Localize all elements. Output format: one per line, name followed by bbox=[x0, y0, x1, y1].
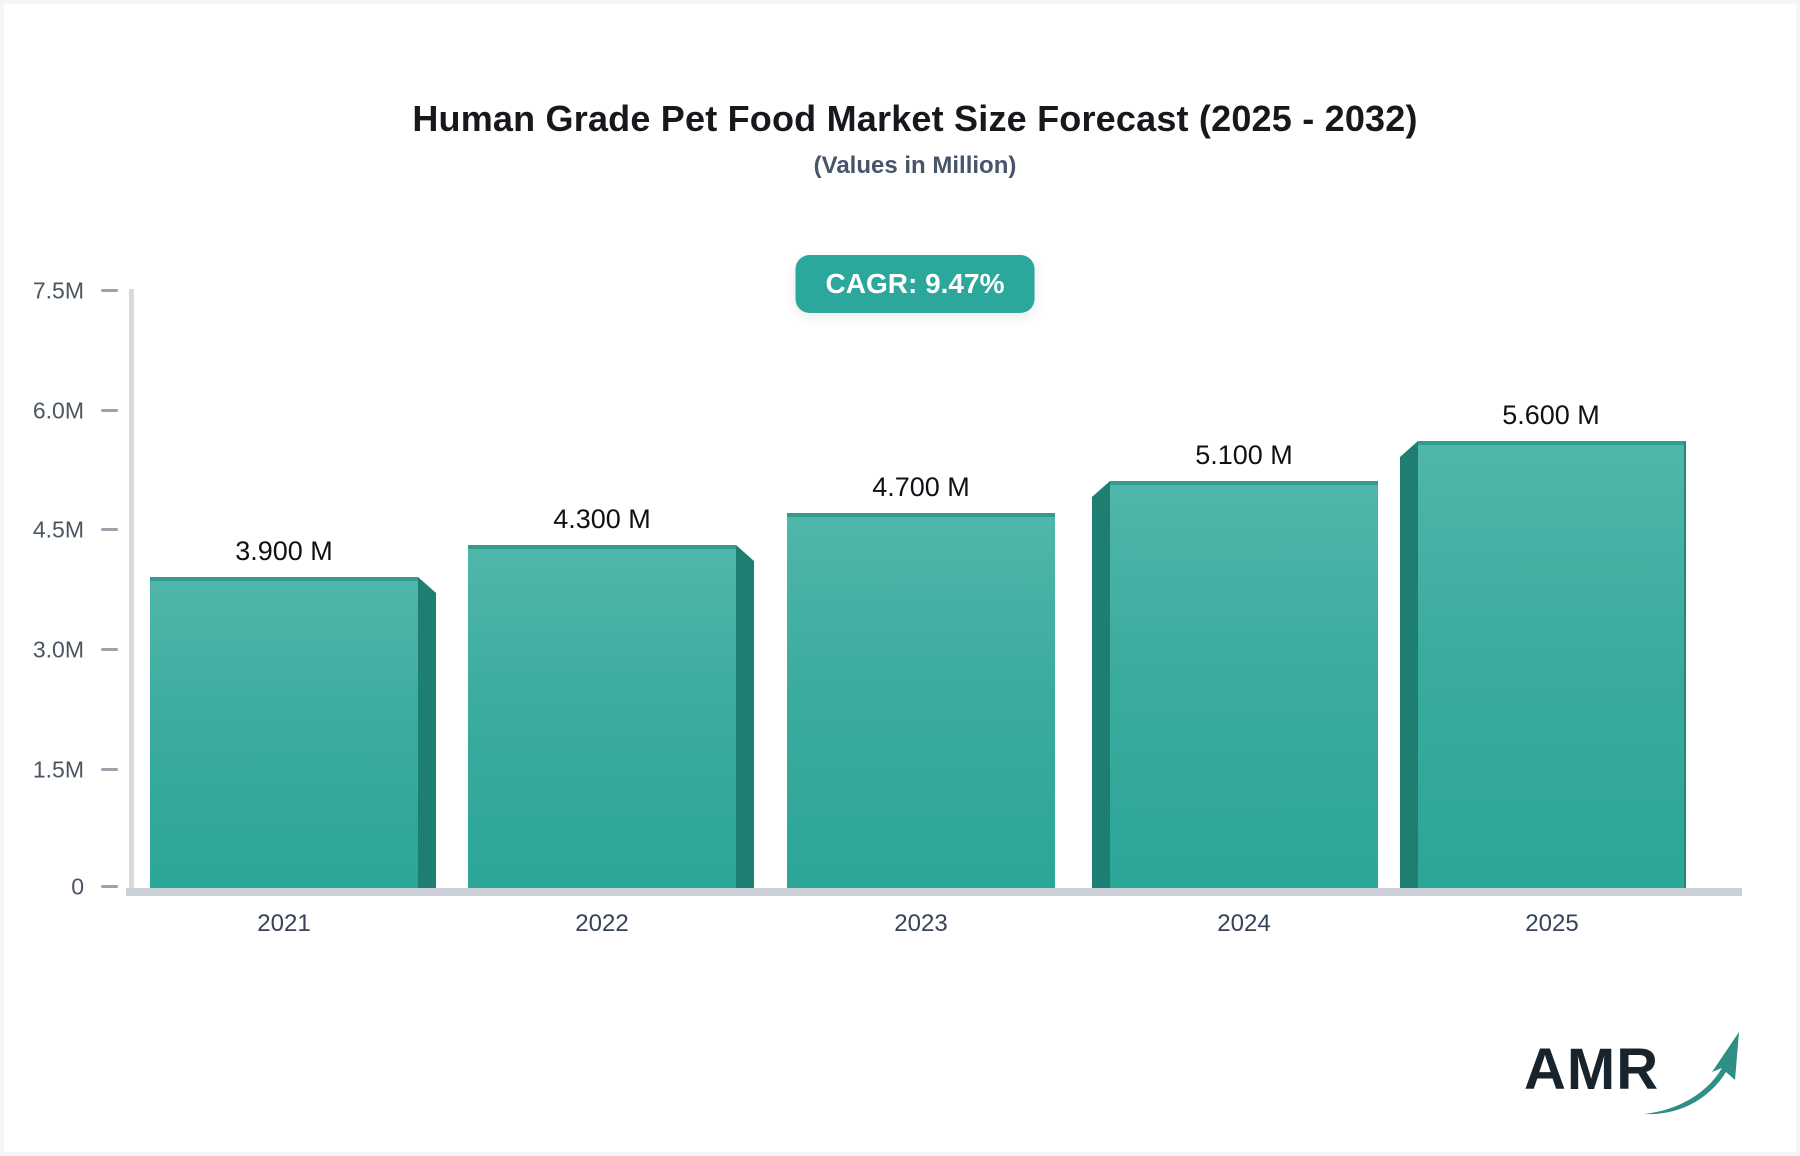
bar-value-label-2021: 3.900 M bbox=[235, 536, 333, 566]
bar-side-face-2024 bbox=[1092, 481, 1110, 888]
y-tick-label: 4.5M bbox=[32, 516, 84, 543]
bar-group-2021: 3.900 M 2021 bbox=[150, 289, 436, 937]
bar-2021: 3.900 M bbox=[150, 536, 418, 888]
x-axis-label-2022: 2022 bbox=[575, 910, 629, 937]
bar-group-2024: 5.100 M 2024 bbox=[1092, 289, 1378, 937]
y-tick-label: 7.5M bbox=[32, 277, 84, 304]
chart-title: Human Grade Pet Food Market Size Forecas… bbox=[412, 98, 1418, 139]
bar-2023: 4.700 M bbox=[787, 472, 1055, 888]
y-axis-line bbox=[129, 289, 134, 888]
y-tick-label: 3.0M bbox=[32, 636, 84, 663]
bar-value-label-2023: 4.700 M bbox=[872, 472, 970, 502]
amr-logo-text: AMR bbox=[1524, 1037, 1660, 1102]
bar-group-2023: 4.700 M 2023 bbox=[787, 289, 1073, 937]
bar-value-label-2025: 5.600 M bbox=[1502, 400, 1600, 430]
bar-group-2022: 4.300 M 2022 bbox=[468, 289, 754, 937]
bar-side-face-2025 bbox=[1400, 441, 1418, 888]
bar-value-label-2022: 4.300 M bbox=[553, 504, 651, 534]
x-axis-label-2024: 2024 bbox=[1217, 910, 1271, 937]
bar-side-face-2022 bbox=[736, 545, 754, 888]
y-tick-label: 0 bbox=[71, 873, 84, 900]
x-axis-label-2025: 2025 bbox=[1525, 910, 1579, 937]
x-axis-label-2023: 2023 bbox=[894, 910, 948, 937]
amr-logo: AMR bbox=[1524, 1028, 1739, 1123]
y-tick-dash bbox=[101, 885, 118, 888]
bar-group-2025: 5.600 M 2025 bbox=[1400, 289, 1686, 937]
bar-2024: 5.100 M bbox=[1110, 440, 1378, 888]
bar-side-face-2021 bbox=[418, 577, 436, 888]
cagr-badge: CAGR: 9.47% bbox=[795, 255, 1035, 313]
growth-arrow-icon bbox=[1644, 1032, 1739, 1115]
chart-subtitle: (Values in Million) bbox=[813, 152, 1017, 179]
y-tick-label: 1.5M bbox=[32, 756, 84, 783]
y-tick-label: 6.0M bbox=[32, 397, 84, 424]
x-axis-label-2021: 2021 bbox=[257, 910, 311, 937]
bar-value-label-2024: 5.100 M bbox=[1195, 440, 1293, 470]
bar-2022: 4.300 M bbox=[468, 504, 736, 888]
y-tick-dash bbox=[101, 289, 118, 292]
y-tick-dash bbox=[101, 768, 118, 771]
x-axis-baseline bbox=[126, 888, 1742, 896]
y-tick-dash bbox=[101, 409, 118, 412]
y-tick-dash bbox=[101, 528, 118, 531]
bar-2025: 5.600 M bbox=[1418, 400, 1686, 888]
y-tick-dash bbox=[101, 648, 118, 651]
